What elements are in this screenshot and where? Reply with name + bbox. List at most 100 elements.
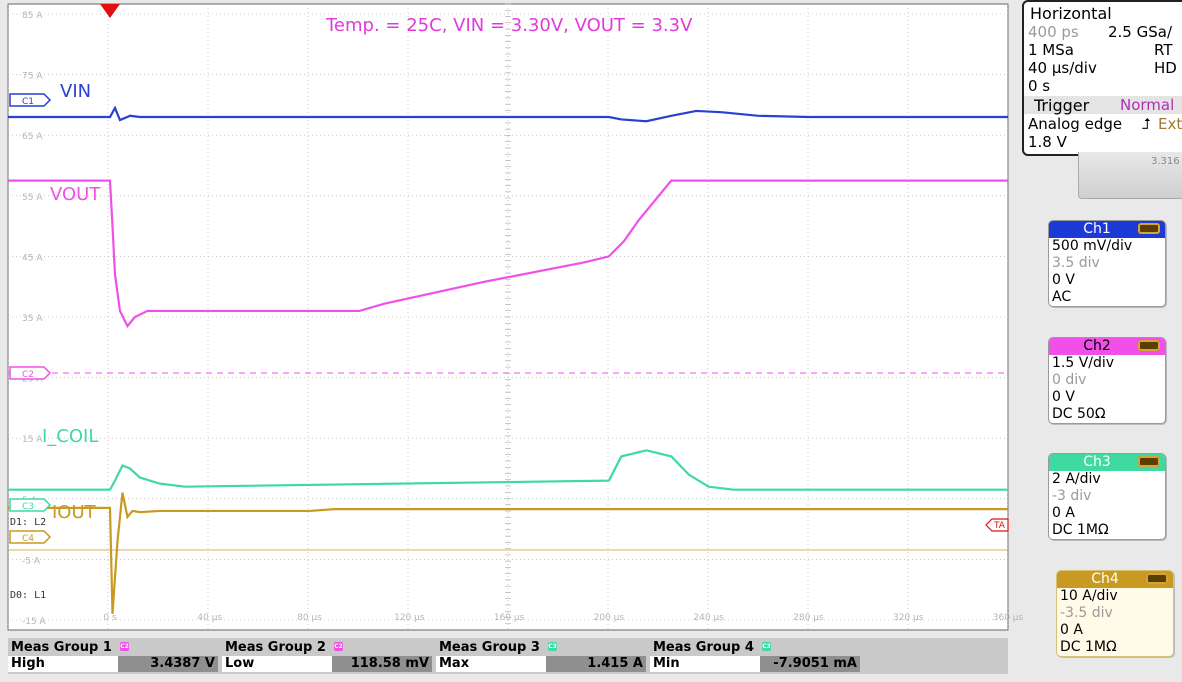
channel-menu-icon[interactable]	[1138, 340, 1160, 351]
trigger-level-marker	[985, 518, 1009, 532]
x-tick-label: 320 µs	[893, 613, 924, 623]
channel-coupling: DC 1MΩ	[1052, 522, 1109, 538]
horizontal-title: Horizontal	[1030, 4, 1112, 23]
measurement-value: 1.415 A	[546, 656, 646, 672]
measurement-group-title: Meas Group 1	[11, 640, 112, 655]
iout-label: IOUT	[52, 502, 97, 523]
channel-menu-icon[interactable]	[1138, 456, 1160, 467]
x-tick-label: 240 µs	[693, 613, 724, 623]
channel-offset-div: 3.5 div	[1052, 255, 1100, 271]
channel-coupling: AC	[1052, 289, 1072, 305]
x-tick-label: 120 µs	[394, 613, 425, 623]
trigger-mode: Normal	[1120, 96, 1175, 114]
horizontal-mode: RT	[1154, 41, 1173, 59]
measurement-label: Min	[650, 656, 760, 672]
ch1-marker-label: C1	[22, 97, 34, 107]
measurement-value: 3.4387 V	[118, 656, 218, 672]
ch3-marker	[9, 498, 52, 512]
ch1-marker	[9, 93, 52, 107]
channel-scale: 500 mV/div	[1052, 238, 1133, 254]
channel-offset: 0 A	[1060, 622, 1083, 638]
measurement-group-title: Meas Group 3	[439, 640, 540, 655]
channel-panel-ch4[interactable]: Ch4 10 A/div -3.5 div 0 A DC 1MΩ	[1056, 570, 1174, 657]
x-tick-label: 40 µs	[197, 613, 222, 623]
channel-offset: 0 V	[1052, 389, 1075, 405]
trace-vout	[8, 179, 1008, 329]
horizontal-resolution: 400 ps	[1028, 23, 1079, 41]
channel-offset-div: -3.5 div	[1060, 605, 1113, 621]
channel-offset-div: 0 div	[1052, 372, 1087, 388]
y-tick-label: -15 A	[22, 617, 47, 627]
measurement-group-3[interactable]: Meas Group 3 C3 Max 1.415 A	[436, 638, 646, 674]
channel-name: Ch1	[1083, 221, 1111, 237]
channel-panel-ch1[interactable]: Ch1 500 mV/div 3.5 div 0 V AC	[1048, 220, 1166, 307]
ch2-marker	[9, 366, 52, 380]
measurement-group-4[interactable]: Meas Group 4 C3 Min -7.9051 mA	[650, 638, 860, 674]
horizontal-memory: 1 MSa	[1028, 41, 1074, 59]
horizontal-panel[interactable]: Horizontal 400 ps 2.5 GSa/ 1 MSa RT 40 µ…	[1022, 0, 1182, 156]
horizontal-timebase: 40 µs/div	[1028, 59, 1097, 77]
channel-menu-icon[interactable]	[1138, 223, 1160, 234]
channel-name: Ch2	[1083, 338, 1111, 354]
trigger-level: 1.8 V	[1028, 133, 1067, 151]
trigger-position-marker	[100, 4, 120, 18]
measurement-row: Min -7.9051 mA	[650, 656, 860, 672]
measurement-group-title: Meas Group 4	[653, 640, 754, 655]
measurement-channel-badge: C2	[334, 642, 343, 651]
measurement-label: Max	[436, 656, 546, 672]
trigger-readout-tab[interactable]: 3.316	[1078, 152, 1182, 199]
channel-panel-ch2[interactable]: Ch2 1.5 V/div 0 div 0 V DC 50Ω	[1048, 337, 1166, 424]
measurement-label: High	[8, 656, 118, 672]
horizontal-delay: 0 s	[1028, 77, 1051, 95]
y-tick-label: 35 A	[22, 314, 43, 324]
ch4-marker-label: C4	[22, 534, 34, 544]
y-tick-label: -5 A	[22, 556, 41, 566]
measurement-value: 118.58 mV	[332, 656, 432, 672]
channel-coupling: DC 50Ω	[1052, 406, 1106, 422]
ch3-marker-label: C3	[22, 502, 34, 512]
channel-offset: 0 V	[1052, 272, 1075, 288]
rising-edge-icon: ⮥	[1142, 115, 1151, 133]
trigger-title: Trigger	[1034, 96, 1090, 115]
axis-ticks: 85 A75 A65 A55 A45 A35 A25 A15 A5 A-5 A-…	[22, 11, 1024, 627]
channel-scale: 2 A/div	[1052, 471, 1101, 487]
channel-menu-icon[interactable]	[1146, 573, 1168, 584]
ch2-marker-label: C2	[22, 370, 34, 380]
channel-header[interactable]: Ch4	[1057, 571, 1173, 588]
channel-header[interactable]: Ch2	[1049, 338, 1165, 355]
channel-header[interactable]: Ch3	[1049, 454, 1165, 471]
horizontal-sample-rate: 2.5 GSa/	[1108, 23, 1173, 41]
channel-markers: C1 C2 C3 C4 D1: L2 D0: L1 TA	[9, 4, 1009, 601]
ch4-marker	[9, 530, 52, 544]
horizontal-hd: HD	[1154, 59, 1177, 77]
x-tick-label: 80 µs	[297, 613, 322, 623]
trace-iout	[8, 492, 1008, 615]
trigger-header	[1024, 96, 1182, 114]
measurement-label: Low	[222, 656, 332, 672]
channel-scale: 1.5 V/div	[1052, 355, 1115, 371]
channel-offset: 0 A	[1052, 505, 1075, 521]
vout-label: VOUT	[50, 184, 101, 205]
measurement-group-2[interactable]: Meas Group 2 C2 Low 118.58 mV	[222, 638, 432, 674]
channel-name: Ch4	[1091, 571, 1119, 587]
plot-annotation: Temp. = 25C, VIN = 3.30V, VOUT = 3.3V	[326, 15, 693, 36]
measurement-group-1[interactable]: Meas Group 1 C2 High 3.4387 V	[8, 638, 218, 674]
x-tick-label: 160 µs	[494, 613, 525, 623]
channel-header[interactable]: Ch1	[1049, 221, 1165, 238]
trigger-readout: 3.316	[1151, 156, 1180, 167]
channel-scale: 10 A/div	[1060, 588, 1118, 604]
y-tick-label: 45 A	[22, 253, 43, 263]
measurement-value: -7.9051 mA	[760, 656, 860, 672]
y-tick-label: 75 A	[22, 72, 43, 82]
channel-coupling: DC 1MΩ	[1060, 639, 1117, 655]
trace-i-coil	[8, 449, 1008, 491]
channel-panel-ch3[interactable]: Ch3 2 A/div -3 div 0 A DC 1MΩ	[1048, 453, 1166, 540]
x-tick-label: 0 s	[103, 613, 117, 623]
traces: VIN VOUT I_COIL IOUT	[8, 81, 1008, 615]
trigger-source: Ext	[1158, 115, 1182, 133]
measurement-row: Max 1.415 A	[436, 656, 646, 672]
measurement-channel-badge: C2	[120, 642, 129, 651]
x-tick-label: 280 µs	[793, 613, 824, 623]
